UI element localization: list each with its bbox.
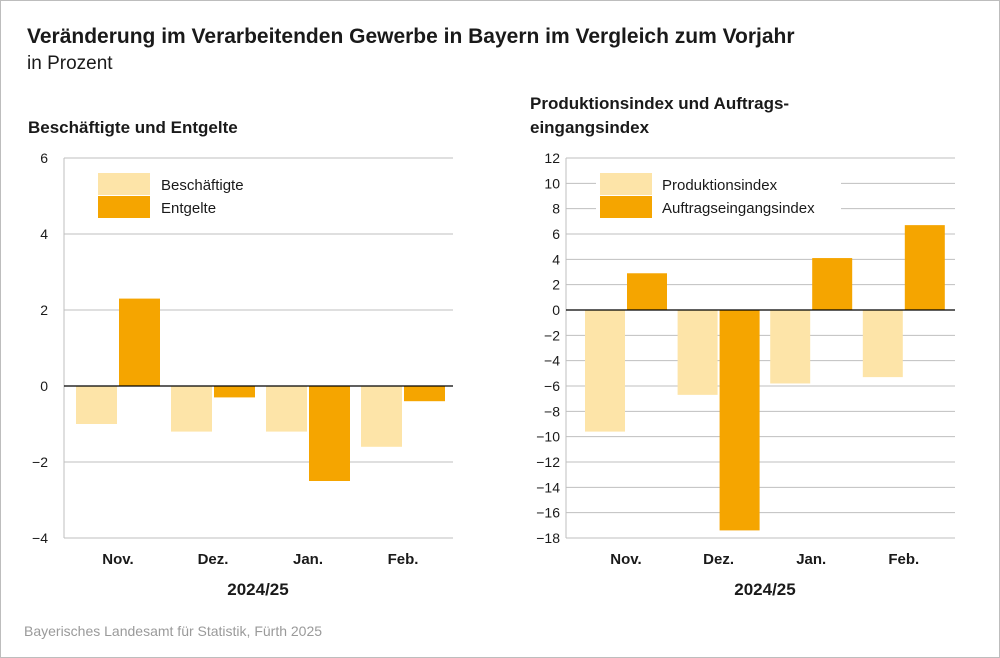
category-label: Dez. bbox=[198, 551, 229, 568]
bar-entgelte-nov bbox=[119, 298, 160, 386]
figure-title: Veränderung im Verarbeitenden Gewerbe in… bbox=[27, 25, 795, 48]
category-label: Nov. bbox=[610, 551, 641, 568]
chart-title: Beschäftigte und Entgelte bbox=[28, 118, 238, 137]
category-label: Dez. bbox=[703, 551, 734, 568]
legend-label: Entgelte bbox=[161, 200, 216, 217]
y-tick-label: −6 bbox=[544, 378, 560, 394]
category-label: Jan. bbox=[796, 551, 826, 568]
category-label: Feb. bbox=[388, 551, 419, 568]
y-tick-label: −4 bbox=[32, 530, 48, 546]
bar-auftragseingangsindex-dez bbox=[719, 310, 760, 531]
y-tick-label: −14 bbox=[536, 479, 560, 495]
legend-label: Produktionsindex bbox=[662, 177, 778, 194]
source-note: Bayerisches Landesamt für Statistik, Für… bbox=[24, 623, 323, 639]
bar-besch-ftigte-feb bbox=[361, 386, 402, 447]
bar-produktionsindex-feb bbox=[862, 310, 903, 378]
bar-besch-ftigte-nov bbox=[76, 386, 117, 424]
x-axis-label: 2024/25 bbox=[227, 580, 288, 599]
bar-besch-ftigte-jan bbox=[266, 386, 307, 432]
y-tick-label: −2 bbox=[32, 454, 48, 470]
y-tick-label: −4 bbox=[544, 353, 560, 369]
legend-swatch bbox=[98, 196, 150, 218]
legend-label: Auftragseingangsindex bbox=[662, 200, 815, 217]
y-tick-label: 4 bbox=[552, 251, 560, 267]
bar-produktionsindex-dez bbox=[677, 310, 718, 395]
bar-produktionsindex-jan bbox=[770, 310, 811, 384]
x-axis-label: 2024/25 bbox=[734, 580, 795, 599]
y-tick-label: 6 bbox=[40, 150, 48, 166]
category-label: Jan. bbox=[293, 551, 323, 568]
y-tick-label: −16 bbox=[536, 505, 560, 521]
y-tick-label: 10 bbox=[544, 175, 560, 191]
category-label: Feb. bbox=[888, 551, 919, 568]
y-tick-label: 2 bbox=[552, 277, 560, 293]
bar-entgelte-jan bbox=[309, 386, 350, 481]
figure-subtitle: in Prozent bbox=[27, 53, 113, 74]
bar-auftragseingangsindex-nov bbox=[627, 273, 667, 310]
bar-entgelte-dez bbox=[214, 386, 255, 398]
y-tick-label: 6 bbox=[552, 226, 560, 242]
bar-entgelte-feb bbox=[404, 386, 445, 402]
bar-auftragseingangsindex-feb bbox=[904, 225, 945, 310]
category-label: Nov. bbox=[102, 551, 133, 568]
y-tick-label: −2 bbox=[544, 327, 560, 343]
legend-label: Beschäftigte bbox=[161, 177, 244, 194]
y-tick-label: 4 bbox=[40, 226, 48, 242]
y-tick-label: 2 bbox=[40, 302, 48, 318]
y-tick-label: 12 bbox=[544, 150, 560, 166]
y-tick-label: −10 bbox=[536, 429, 560, 445]
y-tick-label: −18 bbox=[536, 530, 560, 546]
legend-swatch bbox=[600, 196, 652, 218]
bar-besch-ftigte-dez bbox=[171, 386, 212, 432]
legend-swatch bbox=[98, 173, 150, 195]
bar-produktionsindex-nov bbox=[585, 310, 625, 432]
y-tick-label: 0 bbox=[40, 378, 48, 394]
bar-auftragseingangsindex-jan bbox=[812, 258, 853, 310]
y-tick-label: 0 bbox=[552, 302, 560, 318]
y-tick-label: −8 bbox=[544, 403, 560, 419]
y-tick-label: −12 bbox=[536, 454, 560, 470]
y-tick-label: 8 bbox=[552, 201, 560, 217]
legend-swatch bbox=[600, 173, 652, 195]
chart-title: eingangsindex bbox=[530, 118, 650, 137]
chart-title: Produktionsindex und Auftrags- bbox=[530, 94, 789, 113]
